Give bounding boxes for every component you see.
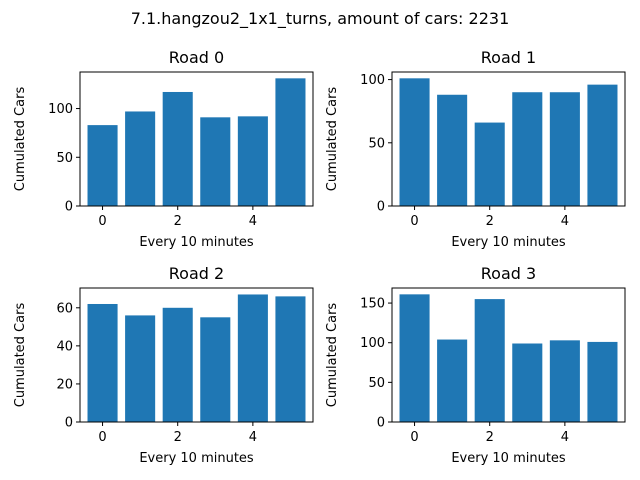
y-tick-label: 100 [360,73,385,88]
subplot-3: 0 2 4 0 50 100 150 Road 3 Every 10 minutes Cumula… [325,264,626,466]
x-tick-label: 2 [486,430,494,445]
subplot-title: Road 2 [169,264,224,283]
axes-frame [391,71,626,207]
bar [87,125,118,206]
y-axis-label: Cumulated Cars [325,87,340,192]
bar [474,299,505,422]
bar [200,117,231,206]
axes-frame [79,287,314,423]
x-tick-label: 4 [249,430,257,445]
y-tick-label: 60 [56,301,73,316]
y-tick-label: 100 [360,336,385,351]
figure-title: 7.1.hangzou2_1x1_turns, amount of cars: … [131,9,510,29]
y-tick-label: 0 [377,200,385,215]
x-tick-label: 0 [98,430,106,445]
bar [87,303,118,422]
y-tick-label: 20 [56,377,73,392]
subplot-1: 0 2 4 0 50 100 Road 1 Every 10 minutes Cumulated… [325,48,626,250]
bar [437,94,468,206]
subplot-title: Road 0 [169,48,224,67]
y-tick-label: 0 [377,416,385,431]
x-axis-label: Every 10 minutes [139,235,254,250]
bar [437,339,468,422]
axes-frame [79,71,314,207]
bar [474,122,505,206]
y-axis-label: Cumulated Cars [13,303,28,408]
subplot-title: Road 3 [481,264,536,283]
bar [512,343,543,422]
bar [549,92,580,206]
x-tick-label: 0 [410,430,418,445]
subplot-title: Road 1 [481,48,536,67]
y-tick-label: 40 [56,339,73,354]
bar [162,91,193,206]
x-tick-label: 2 [486,214,494,229]
bar [125,315,156,422]
x-axis-label: Every 10 minutes [451,451,566,466]
bar [512,92,543,206]
bar [399,78,430,206]
x-axis-label: Every 10 minutes [139,451,254,466]
bar [200,317,231,422]
bar [162,307,193,422]
y-tick-label: 100 [48,102,73,117]
x-tick-label: 4 [561,214,569,229]
x-tick-label: 2 [174,214,182,229]
axes-frame [391,287,626,423]
bar [237,294,268,422]
y-tick-label: 150 [360,297,385,312]
y-tick-label: 0 [65,200,73,215]
bar [587,84,618,206]
x-axis-label: Every 10 minutes [451,235,566,250]
x-tick-label: 0 [410,214,418,229]
y-axis-label: Cumulated Cars [13,87,28,192]
y-tick-label: 50 [56,151,73,166]
y-axis-label: Cumulated Cars [325,303,340,408]
bar [587,341,618,422]
x-tick-label: 4 [249,214,257,229]
y-tick-label: 50 [368,376,385,391]
x-tick-label: 0 [98,214,106,229]
subplot-0: 0 2 4 0 50 100 Road 0 Every 10 minutes Cumulated… [13,48,314,250]
x-tick-label: 4 [561,430,569,445]
bar [549,340,580,422]
bar [125,111,156,206]
x-tick-label: 2 [174,430,182,445]
bar [275,296,306,422]
bar [399,294,430,422]
y-tick-label: 50 [368,136,385,151]
y-tick-label: 0 [65,416,73,431]
bar [275,78,306,206]
bar [237,116,268,206]
